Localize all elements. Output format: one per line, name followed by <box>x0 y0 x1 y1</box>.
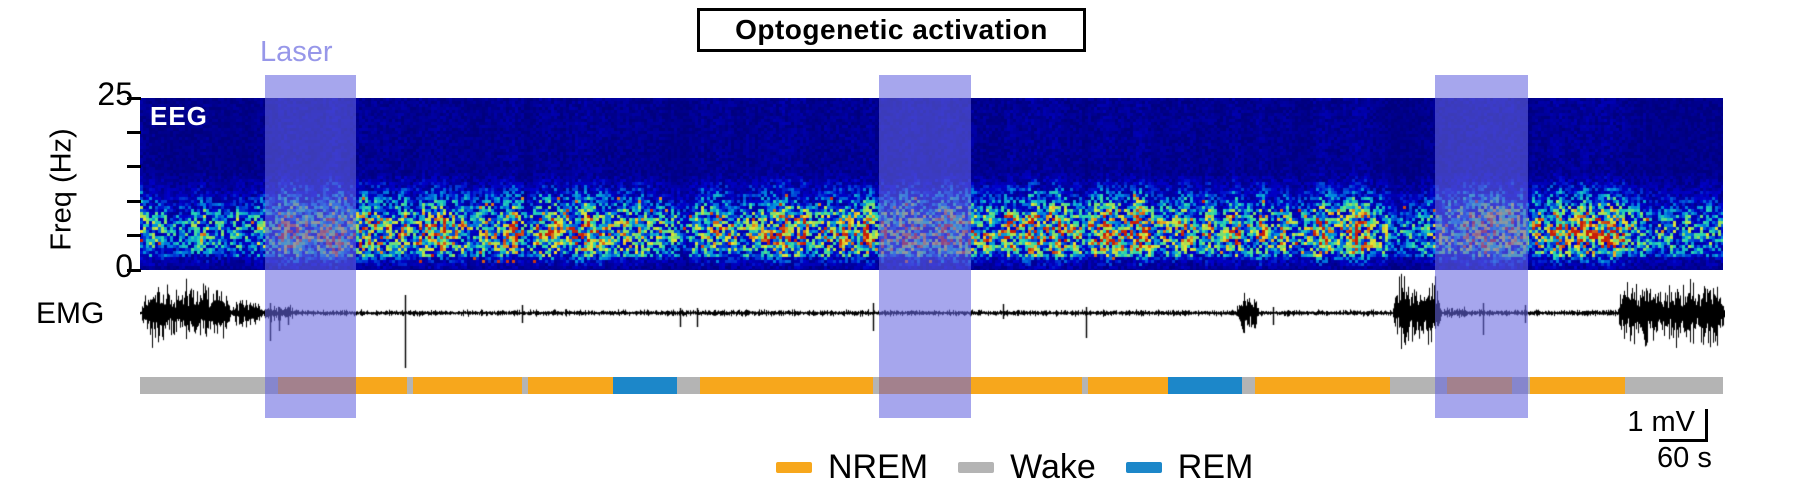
sleep-state-legend: NREM Wake REM <box>776 448 1253 487</box>
figure-title: Optogenetic activation <box>735 14 1048 45</box>
laser-label: Laser <box>260 36 333 68</box>
hypnogram-segment-nrem <box>1088 377 1168 394</box>
time-scalebar-line <box>1659 439 1708 442</box>
freq-tick-15hz <box>127 165 141 169</box>
legend-label-wake: Wake <box>1010 448 1096 486</box>
legend-entry-wake: Wake <box>958 448 1096 487</box>
amplitude-scalebar-line <box>1705 409 1708 441</box>
freq-axis-label: Freq (Hz) <box>45 128 78 251</box>
hypnogram-segment-wake <box>1082 377 1088 394</box>
hypnogram-segment-rem <box>1168 377 1242 394</box>
hypnogram-segment-wake <box>1242 377 1255 394</box>
laser-on-band-2 <box>879 75 971 418</box>
hypnogram-segment-nrem <box>1255 377 1390 394</box>
freq-axis-min-tick-label: 0 <box>115 248 133 284</box>
legend-entry-rem: REM <box>1125 448 1254 487</box>
hypnogram-segment-wake <box>1390 377 1447 394</box>
freq-axis-max-tick-label: 25 <box>97 76 133 112</box>
time-scalebar-label: 60 s <box>1657 442 1712 474</box>
figure-title-box: Optogenetic activation <box>697 8 1086 52</box>
hypnogram-segment-wake <box>522 377 528 394</box>
freq-tick-25hz <box>127 96 141 100</box>
laser-on-band-3 <box>1435 75 1528 418</box>
rem-color-swatch <box>1125 462 1162 473</box>
legend-label-nrem: NREM <box>828 448 929 486</box>
hypnogram-segment-wake <box>677 377 700 394</box>
amplitude-scalebar-label: 1 mV <box>1627 406 1695 438</box>
freq-tick-20hz <box>127 130 141 134</box>
hypnogram-segment-wake <box>407 377 413 394</box>
laser-on-band-1 <box>265 75 356 418</box>
legend-entry-nrem: NREM <box>776 448 928 487</box>
hypnogram-segment-rem <box>613 377 677 394</box>
freq-tick-5hz <box>127 234 141 238</box>
freq-tick-0hz <box>127 268 141 272</box>
freq-tick-10hz <box>127 199 141 203</box>
hypnogram-segment-wake <box>140 377 278 394</box>
hypnogram-segment-nrem <box>700 377 873 394</box>
hypnogram-segment-nrem <box>1530 377 1625 394</box>
emg-panel-label: EMG <box>36 297 105 330</box>
nrem-color-swatch <box>776 462 812 473</box>
legend-label-rem: REM <box>1177 448 1254 486</box>
wake-color-swatch <box>958 462 995 473</box>
hypnogram-segment-nrem <box>528 377 613 394</box>
hypnogram-segment-wake <box>873 377 879 394</box>
eeg-panel-label: EEG <box>150 101 208 131</box>
hypnogram-segment-nrem <box>413 377 522 394</box>
hypnogram-segment-wake <box>1625 377 1723 394</box>
